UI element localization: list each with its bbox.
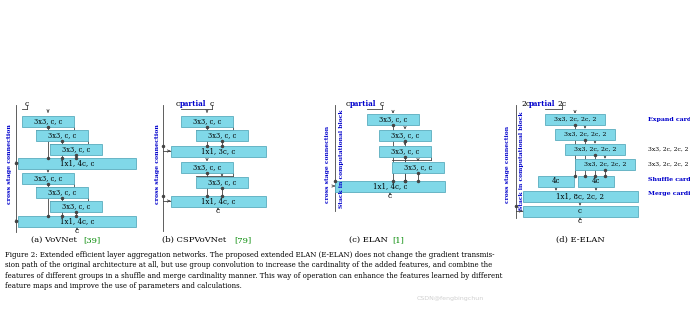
Text: 3x3, 2c, 2c, 2: 3x3, 2c, 2c, 2 [574,146,616,152]
Text: 3x3, c, c: 3x3, c, c [48,131,76,139]
Text: Merge cardinality: Merge cardinality [648,191,690,197]
FancyBboxPatch shape [181,161,233,173]
Text: 3x3, c, c: 3x3, c, c [391,131,419,139]
FancyBboxPatch shape [545,114,605,124]
Text: 1x1, 8c, 2c, 2: 1x1, 8c, 2c, 2 [556,192,604,200]
Text: 1x1, 3c, c: 1x1, 3c, c [201,147,235,155]
Text: 3x3, c, c: 3x3, c, c [379,115,407,123]
Text: 2c: 2c [558,100,566,108]
Text: partial: partial [529,100,555,108]
Text: [1]: [1] [392,236,404,244]
Text: CSDN@fengbingchun: CSDN@fengbingchun [416,296,484,301]
Text: 3x3, c, c: 3x3, c, c [208,131,236,139]
Text: cross stage connection: cross stage connection [155,124,159,204]
Text: 1x1, 4c, c: 1x1, 4c, c [60,217,95,225]
FancyBboxPatch shape [379,145,431,157]
FancyBboxPatch shape [565,144,625,154]
Text: c: c [25,100,29,108]
Text: 1x1, 4c, c: 1x1, 4c, c [60,159,95,167]
Text: (c) ELAN: (c) ELAN [349,236,391,244]
Text: 3x3, 2c, 2c, 2: 3x3, 2c, 2c, 2 [584,161,627,167]
Text: 4c: 4c [592,177,600,185]
Text: 3x3, 2c, 2c, 2: 3x3, 2c, 2c, 2 [554,116,596,122]
Text: 4c: 4c [552,177,560,185]
FancyBboxPatch shape [578,175,614,187]
Text: c: c [176,100,180,108]
Text: cross stage connection: cross stage connection [506,125,511,203]
Text: 2c: 2c [522,100,531,108]
Text: 3x3, 2c, 2c, 2: 3x3, 2c, 2c, 2 [648,146,689,152]
Text: 3x3, c, c: 3x3, c, c [34,174,62,182]
Text: Stack in computational block: Stack in computational block [339,110,344,208]
Text: Shuffle cardinality: Shuffle cardinality [648,176,690,182]
FancyBboxPatch shape [522,205,638,217]
Text: c: c [380,100,384,108]
FancyBboxPatch shape [538,175,574,187]
Text: Figure 2: Extended efficient layer aggregation networks. The proposed extended E: Figure 2: Extended efficient layer aggre… [5,251,502,290]
Text: 3x3, c, c: 3x3, c, c [193,163,221,171]
FancyBboxPatch shape [50,144,102,154]
FancyBboxPatch shape [522,190,638,202]
FancyBboxPatch shape [196,176,248,188]
Text: partial: partial [180,100,206,108]
FancyBboxPatch shape [170,145,266,157]
Text: [39]: [39] [83,236,100,244]
Text: 3x3, c, c: 3x3, c, c [193,117,221,125]
Text: 3x3, c, c: 3x3, c, c [48,188,76,196]
Text: 1x1, 4c, c: 1x1, 4c, c [373,182,407,190]
FancyBboxPatch shape [22,173,74,183]
Text: 3x3, c, c: 3x3, c, c [208,178,236,186]
FancyBboxPatch shape [22,115,74,127]
Text: partial: partial [350,100,376,108]
Text: c: c [388,192,392,200]
FancyBboxPatch shape [379,130,431,140]
Text: 3x3, c, c: 3x3, c, c [391,147,419,155]
Text: 3x3, 2c, 2c, 2: 3x3, 2c, 2c, 2 [648,161,689,167]
FancyBboxPatch shape [196,130,248,140]
Text: 3x3, c, c: 3x3, c, c [62,202,90,210]
FancyBboxPatch shape [170,196,266,206]
FancyBboxPatch shape [367,114,419,124]
FancyBboxPatch shape [18,216,136,226]
Text: c: c [578,207,582,215]
Text: c: c [216,207,220,215]
Text: 3x3, c, c: 3x3, c, c [404,163,432,171]
Text: 3x3, c, c: 3x3, c, c [62,145,90,153]
Text: [79]: [79] [234,236,251,244]
Text: Expand cardinality: Expand cardinality [648,117,690,122]
FancyBboxPatch shape [392,161,444,173]
Text: c: c [210,100,214,108]
FancyBboxPatch shape [555,129,615,139]
Text: (a) VoVNet: (a) VoVNet [31,236,79,244]
FancyBboxPatch shape [36,187,88,197]
FancyBboxPatch shape [50,201,102,211]
FancyBboxPatch shape [575,159,635,169]
Text: (d) E-ELAN: (d) E-ELAN [555,236,604,244]
FancyBboxPatch shape [335,181,445,191]
FancyBboxPatch shape [36,130,88,140]
Text: Stack in computational block: Stack in computational block [520,112,524,210]
Text: 3x3, c, c: 3x3, c, c [34,117,62,125]
FancyBboxPatch shape [18,158,136,168]
Text: c: c [75,227,79,235]
Text: c: c [346,100,350,108]
Text: (b) CSPVoVNet: (b) CSPVoVNet [161,236,228,244]
Text: cross stage connection: cross stage connection [326,125,331,203]
Text: 1x1, 4c, c: 1x1, 4c, c [201,197,235,205]
FancyBboxPatch shape [181,115,233,127]
Text: cross stage connection: cross stage connection [8,124,12,204]
Text: c: c [578,217,582,225]
Text: 3x3, 2c, 2c, 2: 3x3, 2c, 2c, 2 [564,131,607,137]
